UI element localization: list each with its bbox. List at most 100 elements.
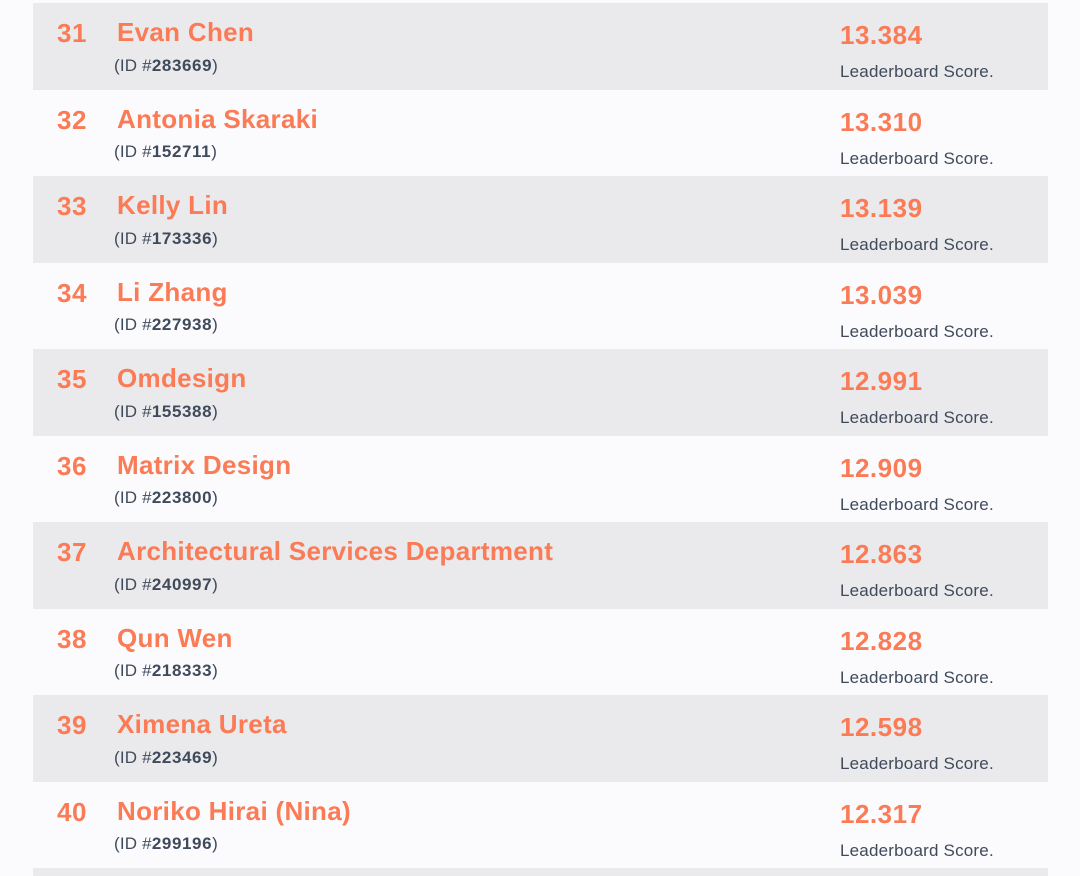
entrant-name-link[interactable]: Omdesign: [117, 363, 247, 393]
entrant-info: Antonia Skaraki (ID #152711): [114, 103, 1048, 163]
entrant-id-suffix: ): [212, 401, 219, 421]
entrant-id: (ID #299196): [114, 834, 1048, 854]
entrant-id-prefix: (ID #: [114, 55, 152, 75]
entrant-id-prefix: (ID #: [114, 315, 152, 335]
entrant-id-prefix: (ID #: [114, 142, 152, 162]
score-block: 13.384 Leaderboard Score.: [840, 20, 994, 82]
score-caption-label: Leaderboard Score.: [840, 235, 994, 254]
entrant-id-suffix: ): [212, 661, 219, 681]
score-value: 13.139: [840, 193, 923, 223]
entrant-id: (ID #173336): [114, 229, 1048, 249]
entrant-id-number: 218333: [151, 661, 213, 681]
entrant-id-number: 240997: [151, 574, 213, 594]
rank-number: 40: [57, 796, 87, 827]
entrant-id-prefix: (ID #: [114, 228, 152, 248]
score-value: 13.039: [840, 279, 923, 310]
entrant-info: Evan Chen (ID #283669): [114, 17, 1048, 76]
leaderboard-row[interactable]: 32 Antonia Skaraki (ID #152711) 13.310 L…: [33, 90, 1048, 177]
entrant-name-link[interactable]: Li Zhang: [117, 276, 228, 307]
score-caption-label: Leaderboard Score.: [840, 494, 994, 514]
rank-number: 36: [57, 450, 87, 481]
entrant-info: Noriko Hirai (Nina) (ID #299196): [114, 795, 1048, 855]
leaderboard-row[interactable]: 39 Ximena Ureta (ID #223469) 12.598 Lead…: [33, 695, 1048, 782]
entrant-id: (ID #223469): [114, 748, 1048, 768]
entrant-info: Ximena Ureta (ID #223469): [114, 709, 1048, 768]
entrant-id-suffix: ): [212, 834, 219, 854]
entrant-name-link[interactable]: Matrix Design: [117, 449, 292, 480]
score-value: 13.384: [840, 20, 923, 50]
entrant-id: (ID #155388): [114, 402, 1048, 422]
entrant-info: Matrix Design (ID #223800): [114, 449, 1048, 509]
score-block: 12.863 Leaderboard Score.: [840, 539, 994, 601]
entrant-info: Architectural Services Department (ID #2…: [114, 536, 1048, 595]
entrant-name-link[interactable]: Architectural Services Department: [117, 536, 554, 566]
entrant-id-suffix: ): [212, 315, 219, 335]
entrant-name-link[interactable]: Ximena Ureta: [117, 709, 287, 739]
leaderboard-row[interactable]: 35 Omdesign (ID #155388) 12.991 Leaderbo…: [33, 349, 1048, 436]
entrant-id-number: 299196: [151, 834, 213, 854]
leaderboard-row[interactable]: 37 Architectural Services Department (ID…: [33, 522, 1048, 609]
entrant-id-prefix: (ID #: [114, 574, 152, 594]
entrant-id-number: 223800: [151, 488, 213, 508]
score-caption-label: Leaderboard Score.: [840, 840, 994, 860]
entrant-id-number: 223469: [151, 747, 213, 767]
entrant-name-link[interactable]: Kelly Lin: [117, 190, 229, 220]
score-value: 12.863: [840, 539, 923, 569]
rank-number: 35: [57, 364, 87, 394]
score-block: 12.828 Leaderboard Score.: [840, 626, 994, 688]
entrant-id-prefix: (ID #: [114, 488, 152, 508]
score-value: 12.598: [840, 712, 923, 742]
score-block: 12.598 Leaderboard Score.: [840, 712, 994, 774]
score-value: 12.909: [840, 452, 923, 483]
entrant-name-link[interactable]: Noriko Hirai (Nina): [117, 795, 351, 826]
entrant-id: (ID #218333): [114, 661, 1048, 681]
rank-number: 34: [57, 277, 87, 308]
entrant-info: Qun Wen (ID #218333): [114, 622, 1048, 682]
leaderboard-row-partial: [33, 868, 1048, 876]
entrant-id-suffix: ): [212, 55, 219, 75]
rank-number: 33: [57, 191, 87, 221]
score-caption-label: Leaderboard Score.: [840, 667, 994, 687]
score-value: 13.310: [840, 106, 923, 137]
entrant-id-number: 155388: [151, 401, 213, 421]
rank-number: 39: [57, 710, 87, 740]
entrant-id: (ID #223800): [114, 488, 1048, 508]
entrant-id-suffix: ): [212, 228, 219, 248]
score-caption-label: Leaderboard Score.: [840, 148, 994, 168]
leaderboard-row[interactable]: 40 Noriko Hirai (Nina) (ID #299196) 12.3…: [33, 782, 1048, 869]
entrant-id-suffix: ): [212, 574, 219, 594]
entrant-info: Kelly Lin (ID #173336): [114, 190, 1048, 249]
score-caption-label: Leaderboard Score.: [840, 408, 994, 427]
score-caption-label: Leaderboard Score.: [840, 754, 994, 773]
rank-number: 38: [57, 623, 87, 654]
entrant-name-link[interactable]: Qun Wen: [117, 622, 233, 653]
score-value: 12.991: [840, 366, 923, 396]
entrant-id-number: 283669: [151, 55, 213, 75]
leaderboard-row[interactable]: 31 Evan Chen (ID #283669) 13.384 Leaderb…: [33, 3, 1048, 90]
entrant-id: (ID #283669): [114, 56, 1048, 76]
entrant-id-suffix: ): [211, 142, 218, 162]
entrant-id-prefix: (ID #: [114, 834, 152, 854]
score-block: 13.310 Leaderboard Score.: [840, 107, 994, 169]
entrant-info: Li Zhang (ID #227938): [114, 276, 1048, 336]
rank-number: 37: [57, 537, 87, 567]
score-value: 12.828: [840, 625, 923, 656]
entrant-id-suffix: ): [212, 747, 219, 767]
rank-number: 32: [57, 104, 87, 135]
entrant-id-suffix: ): [212, 488, 219, 508]
entrant-id-number: 227938: [151, 315, 213, 335]
rank-number: 31: [57, 18, 87, 48]
leaderboard-row[interactable]: 33 Kelly Lin (ID #173336) 13.139 Leaderb…: [33, 176, 1048, 263]
leaderboard-row[interactable]: 34 Li Zhang (ID #227938) 13.039 Leaderbo…: [33, 263, 1048, 350]
entrant-name-link[interactable]: Antonia Skaraki: [117, 103, 319, 134]
entrant-info: Omdesign (ID #155388): [114, 363, 1048, 422]
score-block: 12.991 Leaderboard Score.: [840, 366, 994, 428]
score-block: 12.317 Leaderboard Score.: [840, 799, 994, 861]
leaderboard-row[interactable]: 38 Qun Wen (ID #218333) 12.828 Leaderboa…: [33, 609, 1048, 696]
entrant-id-number: 152711: [151, 142, 212, 162]
score-block: 13.039 Leaderboard Score.: [840, 280, 994, 342]
score-caption-label: Leaderboard Score.: [840, 581, 994, 600]
entrant-name-link[interactable]: Evan Chen: [117, 17, 255, 47]
leaderboard-row[interactable]: 36 Matrix Design (ID #223800) 12.909 Lea…: [33, 436, 1048, 523]
